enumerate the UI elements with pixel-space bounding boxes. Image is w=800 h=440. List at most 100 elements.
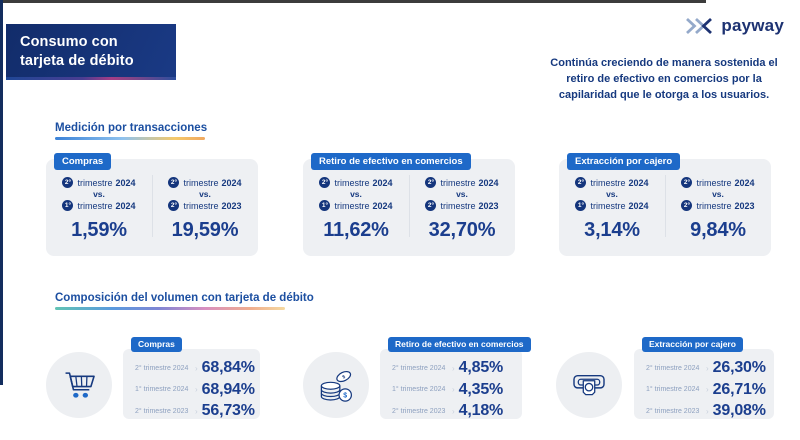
separator-chevron: › xyxy=(452,363,455,373)
separator-chevron: › xyxy=(195,406,198,416)
period-value: 4,18% xyxy=(458,402,504,419)
left-frame-line xyxy=(0,0,3,385)
period-value: 68,84% xyxy=(201,359,255,376)
quarter-year: 2024 xyxy=(734,177,755,188)
vs-label: vs. xyxy=(456,189,468,199)
separator-chevron: › xyxy=(195,385,198,394)
separator-chevron: › xyxy=(706,363,709,373)
card-label-chip: Compras xyxy=(54,153,112,170)
card-label-chip: Extracción por cajero xyxy=(642,337,743,352)
period-value: 26,30% xyxy=(712,359,766,376)
comparison-period-bottom: 1° trimestre 2024 xyxy=(559,200,665,211)
comparison-period-bottom: 2° trimestre 2023 xyxy=(409,200,515,211)
intro-paragraph: Continúa creciendo de manera sostenida e… xyxy=(550,57,778,101)
comparison-value: 32,70% xyxy=(428,219,496,241)
composition-section-heading: Composición del volumen con tarjeta de d… xyxy=(55,292,314,310)
quarter-year: 2024 xyxy=(115,177,136,188)
quarter-label: trimestre xyxy=(334,200,370,211)
card-label-chip: Retiro de efectivo en comercios xyxy=(388,337,531,352)
quarter-year: 2024 xyxy=(628,200,649,211)
separator-chevron: › xyxy=(706,385,709,394)
metric-card-extraccion-cajero: Extracción por cajero 2° trimestre 2024 … xyxy=(559,153,771,256)
period-row: 2° trimestre 2023 › 56,73% xyxy=(135,402,255,420)
period-label: 2° trimestre 2023 xyxy=(646,407,700,415)
period-row: 1° trimestre 2024 › 68,94% xyxy=(135,381,255,399)
quarter-year: 2023 xyxy=(478,200,499,211)
atm-icon xyxy=(556,352,622,418)
quarter-label: trimestre xyxy=(696,177,732,188)
comparison-period-top: 2° trimestre 2024 xyxy=(303,177,409,188)
quarter-badge: 2° xyxy=(319,177,331,188)
quarter-badge: 2° xyxy=(168,200,180,211)
coins-icon: $ $ xyxy=(303,352,369,418)
quarter-label: trimestre xyxy=(590,177,626,188)
quarter-badge: 2° xyxy=(168,177,180,188)
comparison-period-top: 2° trimestre 2024 xyxy=(665,177,771,188)
comparison-column: 2° trimestre 2024 vs. 1° trimestre 2024 … xyxy=(46,176,152,256)
heading-gradient-underline xyxy=(55,307,285,310)
title-banner: Consumo con tarjeta de débito xyxy=(6,24,176,80)
volume-card-retiro-efectivo: Retiro de efectivo en comercios 2° trime… xyxy=(380,337,531,419)
card-label-chip: Extracción por cajero xyxy=(567,153,681,170)
page-title-line2: tarjeta de débito xyxy=(20,52,134,69)
card-body: 2° trimestre 2024 vs. 1° trimestre 2024 … xyxy=(46,159,258,256)
period-value: 4,85% xyxy=(458,359,504,376)
period-label: 1° trimestre 2024 xyxy=(392,386,446,393)
title-gradient-strip xyxy=(6,77,176,80)
period-row: 2° trimestre 2023 › 39,08% xyxy=(646,402,766,420)
period-label: 2° trimestre 2024 xyxy=(135,364,189,372)
period-value: 56,73% xyxy=(201,402,255,419)
quarter-badge: 1° xyxy=(62,200,74,211)
comparison-period-bottom: 2° trimestre 2023 xyxy=(665,200,771,211)
comparison-period-bottom: 1° trimestre 2024 xyxy=(46,200,152,211)
period-row: 1° trimestre 2024 › 26,71% xyxy=(646,380,766,399)
card-body: 2° trimestre 2024 vs. 1° trimestre 2024 … xyxy=(559,159,771,256)
transactions-heading-text: Medición por transacciones xyxy=(55,122,208,134)
quarter-badge: 2° xyxy=(681,177,693,188)
quarter-badge: 2° xyxy=(425,177,437,188)
comparison-period-top: 2° trimestre 2024 xyxy=(46,177,152,188)
payway-wordmark: payway xyxy=(721,16,784,35)
separator-chevron: › xyxy=(452,406,455,416)
separator-chevron: › xyxy=(706,406,709,416)
composition-heading-text: Composición del volumen con tarjeta de d… xyxy=(55,292,314,304)
quarter-year: 2024 xyxy=(372,200,393,211)
period-label: 2° trimestre 2023 xyxy=(392,407,446,415)
vs-label: vs. xyxy=(606,189,618,199)
quarter-label: trimestre xyxy=(590,200,626,211)
period-row: 1° trimestre 2024 › 4,35% xyxy=(392,381,512,399)
quarter-year: 2024 xyxy=(115,200,136,211)
metric-card-compras: Compras 2° trimestre 2024 vs. 1° trimest… xyxy=(46,153,258,256)
quarter-label: trimestre xyxy=(440,200,476,211)
vs-label: vs. xyxy=(712,189,724,199)
quarter-badge: 2° xyxy=(425,200,437,211)
column-divider xyxy=(152,175,153,237)
quarter-badge: 2° xyxy=(681,200,693,211)
quarter-label: trimestre xyxy=(77,177,113,188)
quarter-label: trimestre xyxy=(334,177,370,188)
quarter-badge: 2° xyxy=(62,177,74,188)
period-value: 68,94% xyxy=(201,380,255,398)
quarter-year: 2024 xyxy=(478,177,499,188)
period-label: 2° trimestre 2024 xyxy=(392,364,446,372)
comparison-column: 2° trimestre 2024 vs. 2° trimestre 2023 … xyxy=(409,176,515,256)
period-row: 2° trimestre 2024 › 26,30% xyxy=(646,359,766,377)
separator-chevron: › xyxy=(195,363,198,373)
volume-card-extraccion-cajero: Extracción por cajero 2° trimestre 2024 … xyxy=(634,337,774,420)
quarter-label: trimestre xyxy=(696,200,732,211)
comparison-column: 2° trimestre 2024 vs. 2° trimestre 2023 … xyxy=(152,176,258,256)
quarter-label: trimestre xyxy=(77,200,113,211)
comparison-period-top: 2° trimestre 2024 xyxy=(409,177,515,188)
period-row: 2° trimestre 2024 › 4,85% xyxy=(392,359,512,377)
comparison-value: 1,59% xyxy=(71,219,127,241)
svg-text:$: $ xyxy=(343,393,347,400)
period-value: 26,71% xyxy=(712,380,766,398)
metric-card-retiro-efectivo: Retiro de efectivo en comercios 2° trime… xyxy=(303,153,515,256)
separator-chevron: › xyxy=(452,385,455,394)
transactions-section-heading: Medición por transacciones xyxy=(55,122,207,140)
column-divider xyxy=(409,175,410,237)
comparison-column: 2° trimestre 2024 vs. 1° trimestre 2024 … xyxy=(303,176,409,256)
comparison-column: 2° trimestre 2024 vs. 1° trimestre 2024 … xyxy=(559,176,665,256)
quarter-badge: 1° xyxy=(575,200,587,211)
